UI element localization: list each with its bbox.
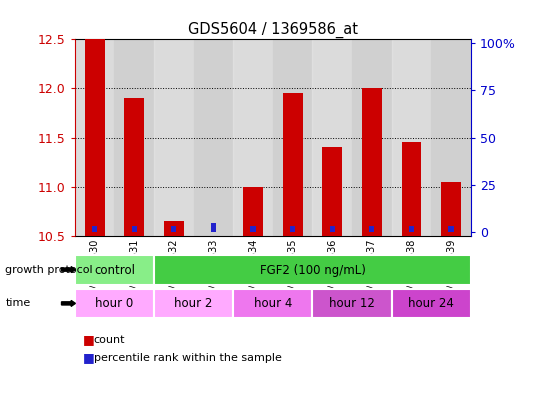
- Bar: [233, 39, 273, 236]
- Bar: [273, 39, 312, 236]
- Bar: [85, 39, 105, 236]
- Bar: [401, 143, 422, 236]
- Bar: [312, 289, 392, 318]
- Bar: [171, 226, 177, 232]
- Text: ■: ■: [83, 351, 95, 364]
- Bar: [92, 226, 97, 232]
- Text: FGF2 (100 ng/mL): FGF2 (100 ng/mL): [259, 264, 365, 277]
- Text: count: count: [94, 335, 125, 345]
- Bar: [75, 39, 114, 236]
- Bar: [431, 39, 471, 236]
- Text: hour 0: hour 0: [95, 297, 134, 310]
- Bar: [194, 39, 233, 236]
- Bar: [75, 289, 154, 318]
- Bar: [154, 255, 471, 285]
- Bar: [290, 226, 295, 232]
- Bar: [362, 88, 382, 236]
- Bar: [392, 289, 471, 318]
- Bar: [312, 39, 352, 236]
- Bar: [392, 39, 431, 236]
- Bar: [75, 255, 154, 285]
- Bar: [154, 39, 194, 236]
- Bar: [154, 39, 194, 236]
- Bar: [154, 289, 233, 318]
- Bar: [283, 94, 303, 236]
- Text: percentile rank within the sample: percentile rank within the sample: [94, 353, 281, 363]
- Bar: [233, 39, 273, 236]
- Title: GDS5604 / 1369586_at: GDS5604 / 1369586_at: [188, 22, 358, 38]
- Text: ■: ■: [83, 333, 95, 347]
- Bar: [352, 39, 392, 236]
- Bar: [250, 226, 256, 232]
- Bar: [322, 147, 342, 236]
- Text: control: control: [94, 264, 135, 277]
- Bar: [114, 39, 154, 236]
- Bar: [233, 289, 312, 318]
- Bar: [312, 39, 352, 236]
- Bar: [441, 182, 461, 236]
- Bar: [75, 39, 114, 236]
- Bar: [211, 222, 216, 232]
- Text: hour 12: hour 12: [329, 297, 375, 310]
- Text: hour 2: hour 2: [174, 297, 213, 310]
- Bar: [132, 226, 137, 232]
- Bar: [392, 39, 431, 236]
- Bar: [330, 226, 335, 232]
- Bar: [164, 221, 184, 236]
- Text: hour 4: hour 4: [254, 297, 292, 310]
- Text: growth protocol: growth protocol: [5, 264, 93, 275]
- Text: time: time: [5, 298, 30, 309]
- Bar: [409, 226, 414, 232]
- Text: hour 24: hour 24: [408, 297, 454, 310]
- Bar: [448, 226, 454, 232]
- Bar: [125, 98, 144, 236]
- Bar: [243, 187, 263, 236]
- Bar: [369, 226, 374, 232]
